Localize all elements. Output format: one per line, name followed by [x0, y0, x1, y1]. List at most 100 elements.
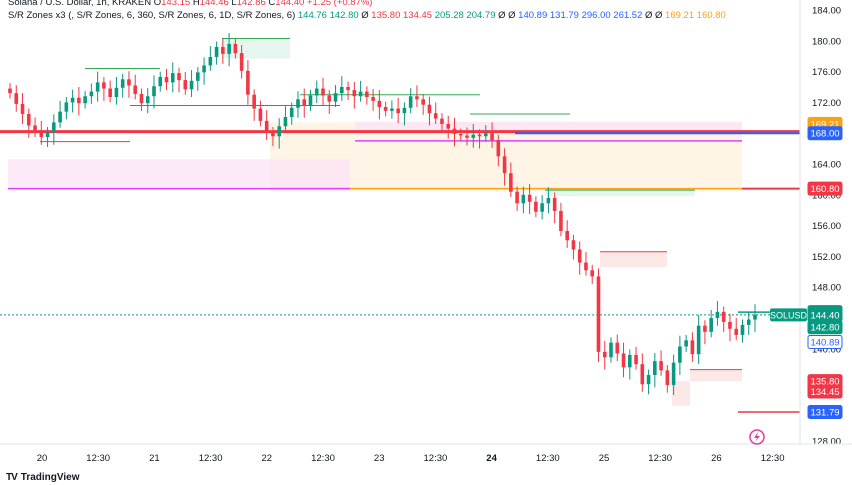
- indicator-value: 205.28: [432, 10, 464, 21]
- candle-body: [8, 88, 12, 94]
- candle-body: [89, 91, 94, 97]
- candle-body: [264, 120, 269, 133]
- sr-zone: [355, 121, 742, 134]
- candle-body: [314, 88, 319, 96]
- candle-body: [427, 104, 432, 114]
- x-tick-label: 25: [599, 453, 610, 464]
- candle-body: [70, 97, 75, 103]
- price-tag-label: 160.80: [810, 184, 839, 195]
- tradingview-logo: TV TradingView: [6, 472, 80, 483]
- candle-body: [14, 93, 19, 104]
- candle-body: [483, 133, 488, 137]
- candle-body: [346, 87, 350, 91]
- candle-body: [39, 131, 44, 138]
- close-value: 144.40: [275, 0, 305, 8]
- candle-body: [446, 123, 451, 129]
- candle-body: [477, 134, 482, 137]
- y-tick-label: 180.00: [812, 36, 841, 47]
- low-value: 142.86: [236, 0, 266, 8]
- candle-body: [233, 43, 238, 54]
- chart-legend-header: Solana / U.S. Dollar, 1h, KRAKEN O143.15…: [8, 0, 726, 22]
- candle-body: [252, 94, 256, 109]
- price-tag: 131.79: [807, 405, 843, 420]
- candle-body: [189, 80, 194, 90]
- candle-body: [458, 133, 463, 136]
- candle-body: [659, 361, 663, 371]
- candle-body: [515, 191, 519, 204]
- indicator-value: 169.21: [662, 10, 695, 21]
- candle-body: [546, 197, 551, 204]
- indicator-value: Ø: [505, 10, 516, 21]
- indicator-value: 131.79: [547, 10, 579, 21]
- y-tick-label: 172.00: [812, 98, 841, 109]
- sr-zone: [600, 251, 667, 268]
- price-tag-label: 142.80: [810, 323, 839, 334]
- candle-body: [715, 311, 720, 318]
- x-tick-label: 26: [711, 453, 722, 464]
- candle-body: [271, 132, 275, 137]
- price-tag-label: 144.40: [810, 310, 839, 321]
- indicator-value: 140.89: [515, 10, 548, 21]
- x-tick-label: 12:30: [424, 453, 448, 464]
- candle-body: [627, 354, 632, 368]
- sr-zone: [222, 38, 290, 59]
- candle-body: [358, 91, 363, 97]
- x-tick-label: 20: [37, 453, 48, 464]
- candle-body: [177, 73, 181, 81]
- candle-body: [502, 156, 507, 174]
- sr-zone: [8, 159, 350, 189]
- x-tick-label: 23: [374, 453, 385, 464]
- sr-zone: [672, 381, 690, 406]
- candle-body: [321, 88, 325, 96]
- candle-body: [634, 354, 638, 365]
- indicator-value: 204.79: [463, 10, 496, 21]
- candle-body: [64, 102, 69, 112]
- candle-body: [740, 324, 745, 335]
- candle-body: [440, 118, 444, 124]
- candle-body: [415, 96, 419, 100]
- candle-body: [734, 328, 739, 335]
- candle-body: [534, 201, 538, 212]
- indicator-line[interactable]: S/R Zones x3 (, S/R Zones, 6, 360, S/R Z…: [8, 9, 726, 22]
- candle-body: [471, 134, 476, 138]
- x-tick-label: 12:30: [199, 453, 223, 464]
- candle-body: [214, 46, 219, 57]
- candle-body: [684, 340, 688, 347]
- flash-icon[interactable]: [749, 429, 765, 445]
- candle-body: [145, 96, 150, 104]
- candle-body: [77, 97, 81, 104]
- candle-body: [183, 80, 188, 90]
- symbol-ohlc-line: Solana / U.S. Dollar, 1h, KRAKEN O143.15…: [8, 0, 726, 9]
- indicator-values: 144.76 142.80 Ø 135.80 134.45 205.28 204…: [298, 10, 726, 21]
- candle-body: [289, 107, 294, 118]
- candle-body: [52, 122, 56, 133]
- indicator-value: 142.80: [326, 10, 359, 21]
- candle-body: [20, 103, 25, 114]
- sr-zone: [545, 190, 695, 197]
- price-tag: 140.89: [807, 334, 843, 349]
- y-tick-label: 128.00: [812, 437, 841, 448]
- indicator-value: 261.52: [610, 10, 643, 21]
- candle-body: [509, 173, 513, 192]
- candle-body: [258, 108, 263, 121]
- symbol-tag-label: SOLUSD: [770, 310, 808, 320]
- candle-body: [590, 270, 595, 277]
- indicator-value: 144.76: [297, 10, 327, 21]
- candle-body: [246, 70, 250, 95]
- open-value: 143.15: [161, 0, 191, 8]
- candle-body: [158, 76, 163, 87]
- candle-body: [102, 82, 106, 89]
- price-tag-label: 168.00: [810, 129, 839, 140]
- candle-body: [365, 91, 369, 98]
- candle-body: [152, 86, 156, 97]
- price-tag-label: 134.45: [810, 387, 839, 398]
- open-label: O: [153, 0, 162, 8]
- price-tag-label: 169.21: [810, 119, 839, 130]
- candle-body: [383, 107, 388, 111]
- candle-body: [377, 100, 382, 108]
- price-tag-box: [807, 405, 843, 420]
- candle-body: [596, 276, 601, 352]
- candle-body: [621, 353, 626, 368]
- candle-body: [308, 95, 313, 106]
